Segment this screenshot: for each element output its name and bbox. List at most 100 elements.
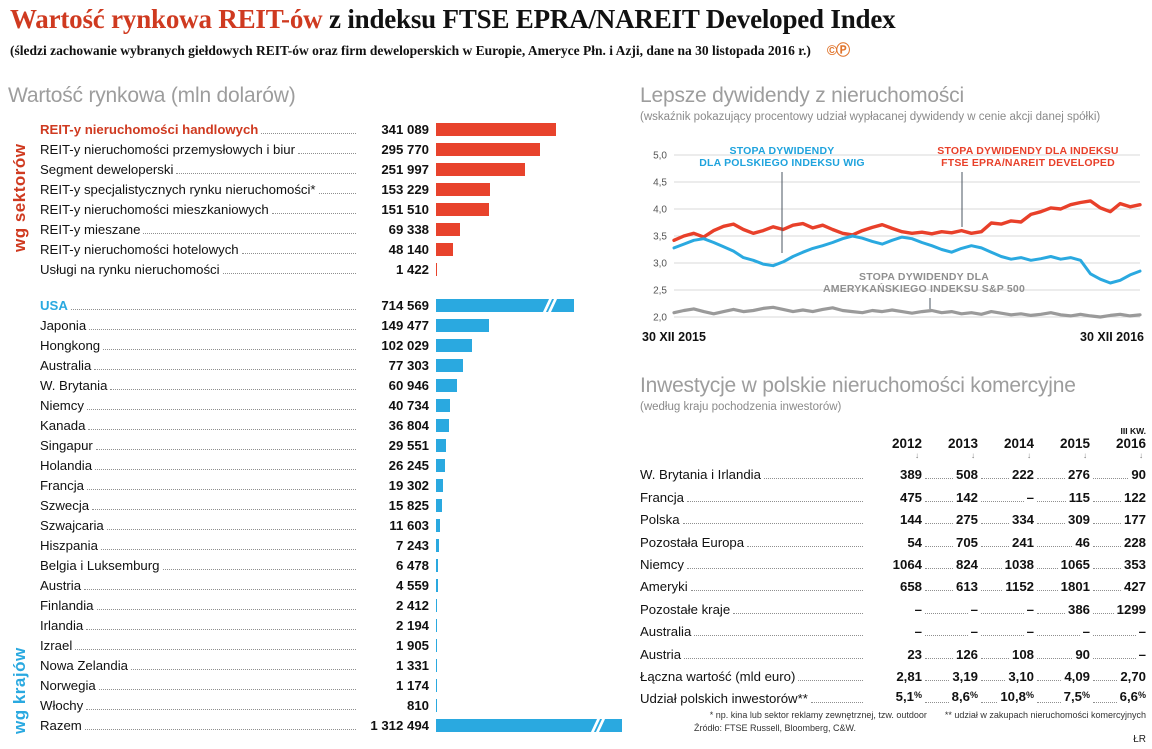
y-tick-label: 3,0 (653, 259, 667, 270)
bar-row: Usługi na rynku nieruchomości 1 422 (40, 258, 632, 278)
bar-fill (436, 599, 438, 612)
cell-value: 90 (1131, 467, 1146, 483)
table-cell: 228 (1090, 534, 1146, 551)
bar-value: 4 559 (395, 578, 429, 593)
bar-label: Nowa Zelandia (40, 658, 128, 673)
dotted-leader (925, 657, 953, 659)
dotted-leader (981, 500, 1024, 502)
bar-fill (436, 243, 453, 256)
column-header-year: 2013 (947, 435, 978, 451)
dotted-leader (1037, 612, 1065, 614)
bar (436, 518, 632, 534)
cell-value: 46 (1075, 534, 1090, 550)
dotted-leader (1037, 545, 1073, 547)
table-row: Pozostałe kraje – – – 386 1299 (640, 595, 1146, 617)
bar-row: REIT-y nieruchomości hotelowych 48 140 (40, 238, 632, 258)
dotted-leader (733, 612, 863, 614)
row-label: Pozostała Europa (640, 534, 745, 550)
market-value-bar-chart: Wartość rynkowa (mln dolarów) wg sektoró… (8, 84, 632, 734)
bar (436, 618, 632, 634)
copyright-badge: ©Ⓟ (826, 42, 850, 59)
bar-value: 15 825 (388, 498, 429, 513)
bar-row: Hiszpania 7 243 (40, 534, 632, 554)
bar-group-countries: wg krajów USA 714 569 Japonia 149 477 Hongko… (8, 294, 632, 734)
bar-chart-title: Wartość rynkowa (mln dolarów) (8, 84, 296, 107)
bar-fill (436, 359, 464, 372)
bar-value: 69 338 (388, 222, 429, 237)
dotted-leader (686, 500, 863, 502)
bar-label: Szwajcaria (40, 518, 104, 533)
table-cell: 23 (866, 646, 922, 663)
table-cell: 7,5% (1034, 688, 1090, 707)
bar-fill (436, 339, 472, 352)
bar-value: 40 734 (388, 398, 429, 413)
bar (436, 478, 632, 494)
annotation-sp500: STOPA DYWIDENDY DLA AMERYKAŃSKIEGO INDEK… (798, 271, 1050, 296)
bar (436, 698, 632, 714)
bar-label: Austria (40, 578, 82, 593)
cell-value: – (970, 624, 978, 640)
cell-value: 508 (955, 467, 978, 483)
cell-value: 142 (955, 489, 978, 505)
bar-value: 149 477 (381, 318, 429, 333)
bar-label: Japonia (40, 318, 87, 333)
table-cell: 276 (1034, 466, 1090, 483)
dotted-leader (84, 589, 356, 590)
bar-fill (436, 519, 441, 532)
bar-fill (436, 499, 442, 512)
footnote-2: ** udział w zakupach nieruchomości komer… (944, 710, 1146, 720)
cell-value: – (1138, 624, 1146, 640)
table-cell: 177 (1090, 511, 1146, 528)
dotted-leader (75, 649, 356, 650)
dotted-leader (925, 545, 953, 547)
cell-value: 389 (899, 467, 922, 483)
dotted-leader (318, 193, 356, 194)
down-arrow-icon: ↓ (1083, 451, 1087, 461)
dotted-leader (925, 478, 953, 480)
bar-row: Irlandia 2 194 (40, 614, 632, 634)
dotted-leader (95, 469, 356, 470)
down-arrow-icon: ↓ (1027, 451, 1031, 461)
cell-value: 5,1% (895, 689, 922, 705)
bar-fill (436, 559, 439, 572)
series-line-wig (672, 234, 1142, 285)
bar (436, 598, 632, 614)
dotted-leader (1037, 679, 1062, 681)
cell-value: – (1082, 624, 1090, 640)
bar-fill (436, 223, 461, 236)
cell-value: 1152 (1005, 579, 1034, 595)
bar-fill (436, 659, 438, 672)
bar-label: Holandia (40, 458, 93, 473)
bar-label: Singapur (40, 438, 93, 453)
bar-label: USA (40, 298, 68, 313)
bar-fill (436, 459, 446, 472)
bar-value: 1 174 (395, 678, 429, 693)
table-cell: 824 (922, 556, 978, 573)
sector-bar-rows: REIT-y nieruchomości handlowych 341 089 RE… (40, 118, 632, 278)
bar-fill (436, 123, 556, 136)
cell-value: 705 (955, 534, 978, 550)
dotted-leader (103, 349, 356, 350)
footnote-line: * np. kina lub sektor reklamy zewnętrzne… (694, 710, 1146, 720)
table-cell: 1064 (866, 556, 922, 573)
bar-label: Usługi na rynku nieruchomości (40, 262, 220, 277)
bar-value: 1 331 (395, 658, 429, 673)
table-cell: 613 (922, 578, 978, 595)
title-rest: z indeksu FTSE EPRA/NAREIT Developed Ind… (322, 4, 896, 34)
bar (436, 578, 632, 594)
bar-fill (436, 183, 490, 196)
annotation-wig-line2: DLA POLSKIEGO INDEKSU WIG (699, 157, 865, 170)
subtitle-row: (śledzi zachowanie wybranych giełdowych … (10, 40, 1146, 60)
line-chart-subtitle: (wskaźnik pokazujący procentowy udział w… (640, 111, 1101, 123)
bar-value: 153 229 (381, 182, 429, 197)
column-header-year: 2012 (891, 435, 922, 451)
dotted-leader (241, 253, 356, 254)
dotted-leader (106, 529, 356, 530)
cell-value: 241 (1011, 534, 1034, 550)
table-row: Australia – – – – – (640, 618, 1146, 640)
bar (436, 498, 632, 514)
bar-value: 19 302 (388, 478, 429, 493)
dotted-leader (1093, 523, 1121, 525)
table-cell: 3,19 (922, 668, 978, 685)
bar-label: Australia (40, 358, 92, 373)
